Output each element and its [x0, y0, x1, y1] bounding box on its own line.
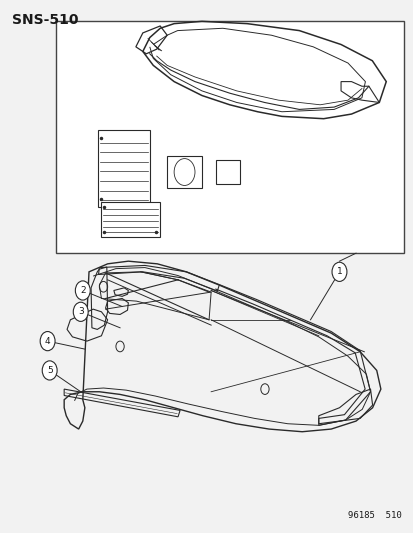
Circle shape: [40, 332, 55, 351]
Bar: [167, 156, 202, 188]
Circle shape: [42, 361, 57, 380]
Text: 2: 2: [80, 286, 85, 295]
Text: 4: 4: [45, 337, 50, 345]
Bar: [97, 130, 150, 207]
Text: SNS-510: SNS-510: [12, 13, 79, 27]
Text: 5: 5: [47, 366, 52, 375]
Bar: [56, 21, 403, 253]
Text: 96185  510: 96185 510: [347, 511, 401, 520]
Bar: [101, 202, 160, 237]
Circle shape: [331, 262, 346, 281]
Text: 1: 1: [336, 268, 342, 276]
Bar: [215, 160, 240, 183]
Circle shape: [73, 302, 88, 321]
Text: 3: 3: [78, 308, 83, 316]
Circle shape: [75, 281, 90, 300]
